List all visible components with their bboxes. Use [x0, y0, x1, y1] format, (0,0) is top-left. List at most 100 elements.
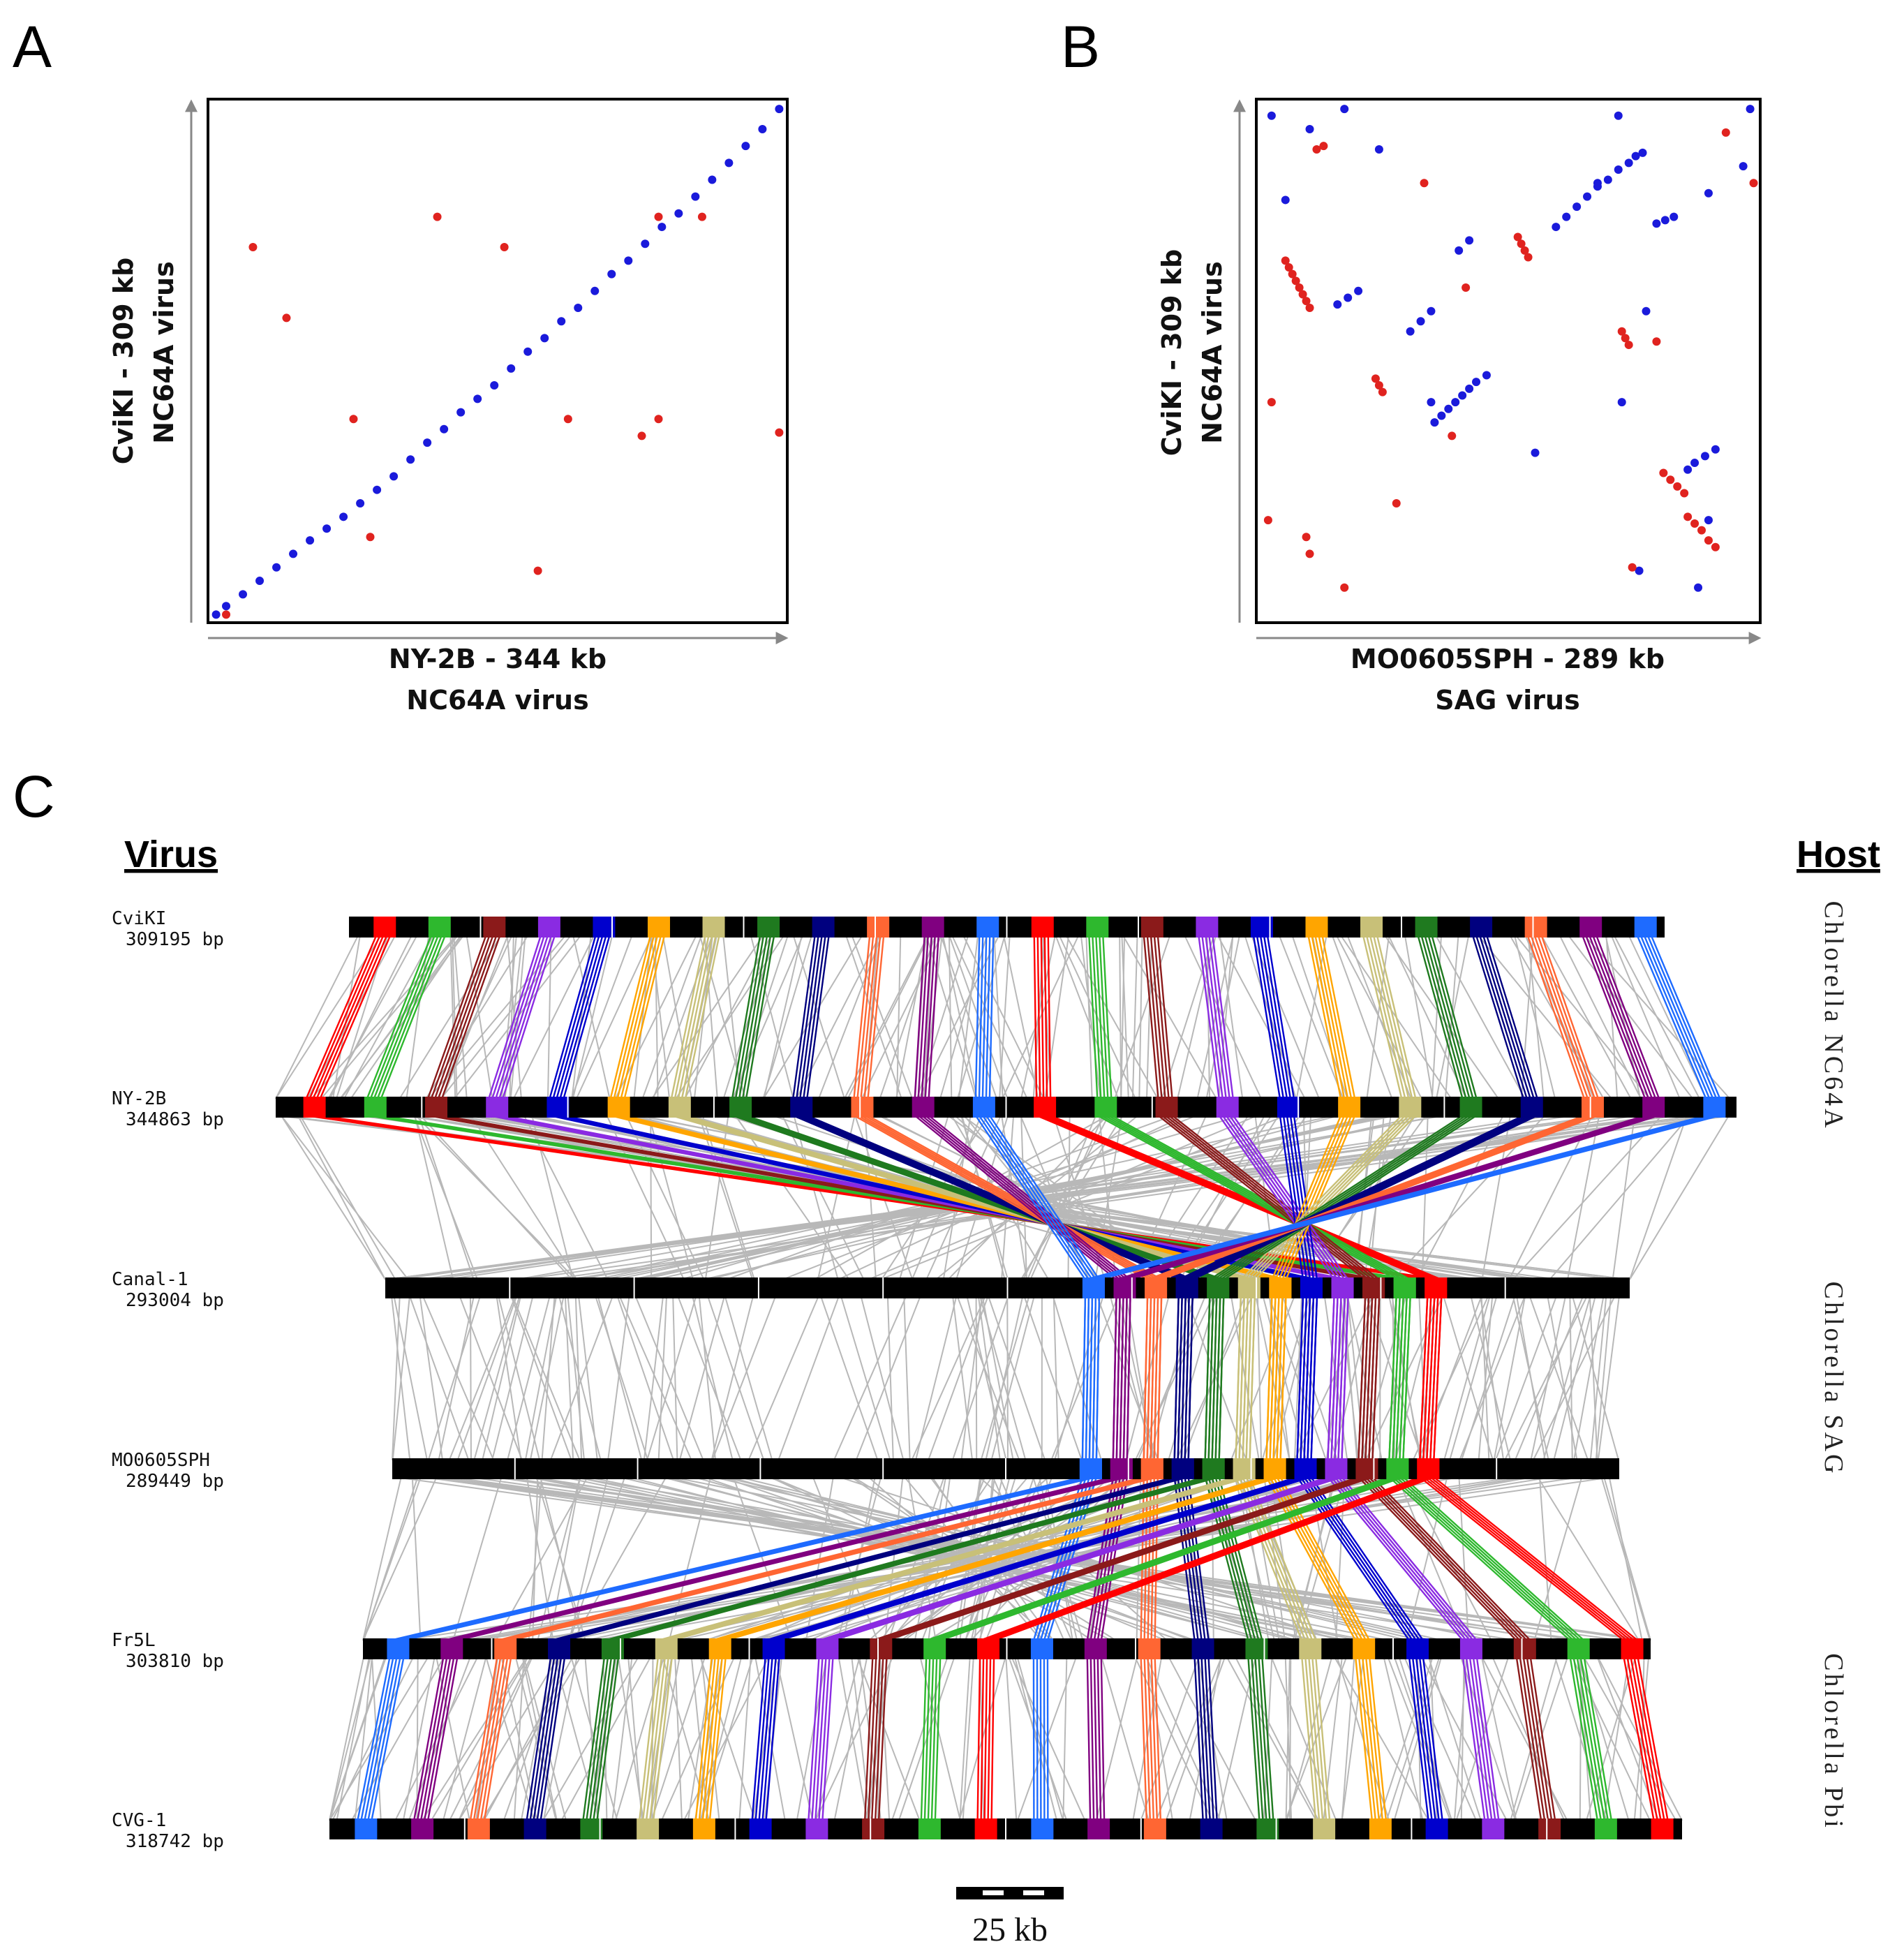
synteny-colored-link [829, 1476, 1339, 1642]
synteny-colored-link [1399, 1476, 1582, 1641]
synteny-colored-link [928, 935, 939, 1099]
dot-point [724, 158, 734, 168]
synteny-colored-link [367, 1657, 401, 1821]
synteny-link [496, 1296, 522, 1461]
synteny-colored-link [1095, 935, 1106, 1099]
synteny-colored-link [1462, 1657, 1486, 1821]
synteny-link [975, 1296, 978, 1461]
synteny-colored-link [856, 1114, 1152, 1281]
synteny-colored-link [652, 1657, 674, 1821]
dot-point [654, 415, 663, 424]
synteny-colored-link [1376, 935, 1417, 1099]
synteny-colored-link [529, 1657, 556, 1821]
synteny-link [1065, 935, 1159, 1099]
synteny-link [990, 1296, 1035, 1461]
genome-block [668, 1097, 691, 1118]
synteny-colored-link [1526, 1657, 1553, 1821]
synteny-colored-link [664, 1476, 1243, 1642]
synteny-colored-link [1310, 1476, 1425, 1641]
synteny-colored-link [437, 935, 498, 1099]
synteny-colored-link [674, 935, 710, 1099]
synteny-colored-link [705, 1657, 723, 1821]
synteny-link [393, 1296, 429, 1461]
synteny-colored-link [1364, 1657, 1384, 1821]
synteny-link [1549, 1115, 1691, 1280]
synteny-link [1514, 935, 1556, 1099]
synteny-link [1293, 1296, 1374, 1461]
synteny-link [498, 1296, 541, 1461]
synteny-link [815, 1657, 894, 1821]
synteny-colored-link [936, 1476, 1400, 1642]
synteny-colored-link [360, 1657, 394, 1821]
synteny-colored-link [1187, 1296, 1193, 1461]
synteny-link [1131, 935, 1138, 1099]
synteny-link [1336, 935, 1422, 1099]
synteny-link [1530, 1296, 1566, 1461]
dot-point [1302, 297, 1311, 306]
synteny-link [959, 1657, 971, 1821]
synteny-colored-link [708, 1657, 727, 1821]
synteny-colored-link [1204, 1296, 1211, 1461]
synteny-colored-link [1307, 935, 1342, 1099]
synteny-colored-link [312, 935, 385, 1099]
synteny-link [1508, 1115, 1593, 1280]
synteny-link [678, 1296, 725, 1461]
synteny-link [411, 1476, 422, 1641]
synteny-colored-link [1364, 1476, 1524, 1641]
synteny-colored-link [1265, 1296, 1273, 1461]
genome-block [1399, 1097, 1422, 1118]
synteny-link [650, 1115, 653, 1280]
synteny-link [275, 935, 382, 1099]
synteny-link [297, 1115, 386, 1280]
dot-point [1374, 145, 1383, 154]
synteny-colored-link [1150, 935, 1166, 1099]
synteny-link [1119, 935, 1122, 1099]
synteny-colored-link [986, 1476, 1427, 1642]
synteny-colored-link [731, 935, 761, 1099]
dot-point [1465, 384, 1474, 393]
synteny-colored-link [1582, 935, 1646, 1099]
synteny-colored-link [661, 1476, 1240, 1642]
synteny-colored-link [711, 1476, 1267, 1642]
synteny-colored-link [1337, 1296, 1346, 1461]
synteny-link [553, 1657, 600, 1821]
synteny-colored-link [357, 1657, 391, 1821]
synteny-colored-link [1180, 1296, 1187, 1461]
synteny-colored-link [779, 1476, 1311, 1642]
synteny-colored-link [1592, 935, 1657, 1099]
synteny-colored-link [668, 1476, 1247, 1642]
dot-point [272, 563, 281, 572]
synteny-link [362, 1476, 438, 1641]
synteny-link [1148, 1296, 1195, 1461]
synteny-colored-link [1368, 1296, 1377, 1461]
synteny-colored-link [1311, 935, 1346, 1099]
synteny-colored-link [1252, 935, 1281, 1099]
genome-size: 293004 bp [126, 1290, 224, 1311]
synteny-link [575, 935, 653, 1099]
genome-block [812, 917, 835, 938]
genome-block [1651, 1818, 1674, 1839]
synteny-link [977, 1296, 1001, 1461]
synteny-colored-link [1365, 935, 1406, 1099]
synteny-colored-link [1388, 1476, 1571, 1641]
genome-block [1200, 1818, 1223, 1839]
synteny-colored-link [563, 935, 611, 1099]
synteny-colored-link [799, 1114, 1187, 1281]
synteny-link [425, 935, 529, 1099]
synteny-colored-link [921, 935, 932, 1099]
dot-point [1451, 398, 1460, 407]
synteny-colored-link [1334, 1296, 1342, 1461]
synteny-colored-link [1247, 1657, 1260, 1821]
synteny-colored-link [1043, 1114, 1435, 1281]
synteny-link [985, 1296, 1024, 1461]
synteny-link [568, 1476, 609, 1641]
genome-block [918, 1818, 941, 1839]
synteny-link [1443, 1296, 1491, 1461]
synteny-link [962, 935, 1045, 1099]
synteny-link [1250, 935, 1321, 1099]
synteny-colored-link [856, 935, 875, 1099]
synteny-colored-link [803, 1114, 1190, 1281]
synteny-link [419, 1115, 573, 1280]
synteny-link [1014, 1657, 1058, 1821]
